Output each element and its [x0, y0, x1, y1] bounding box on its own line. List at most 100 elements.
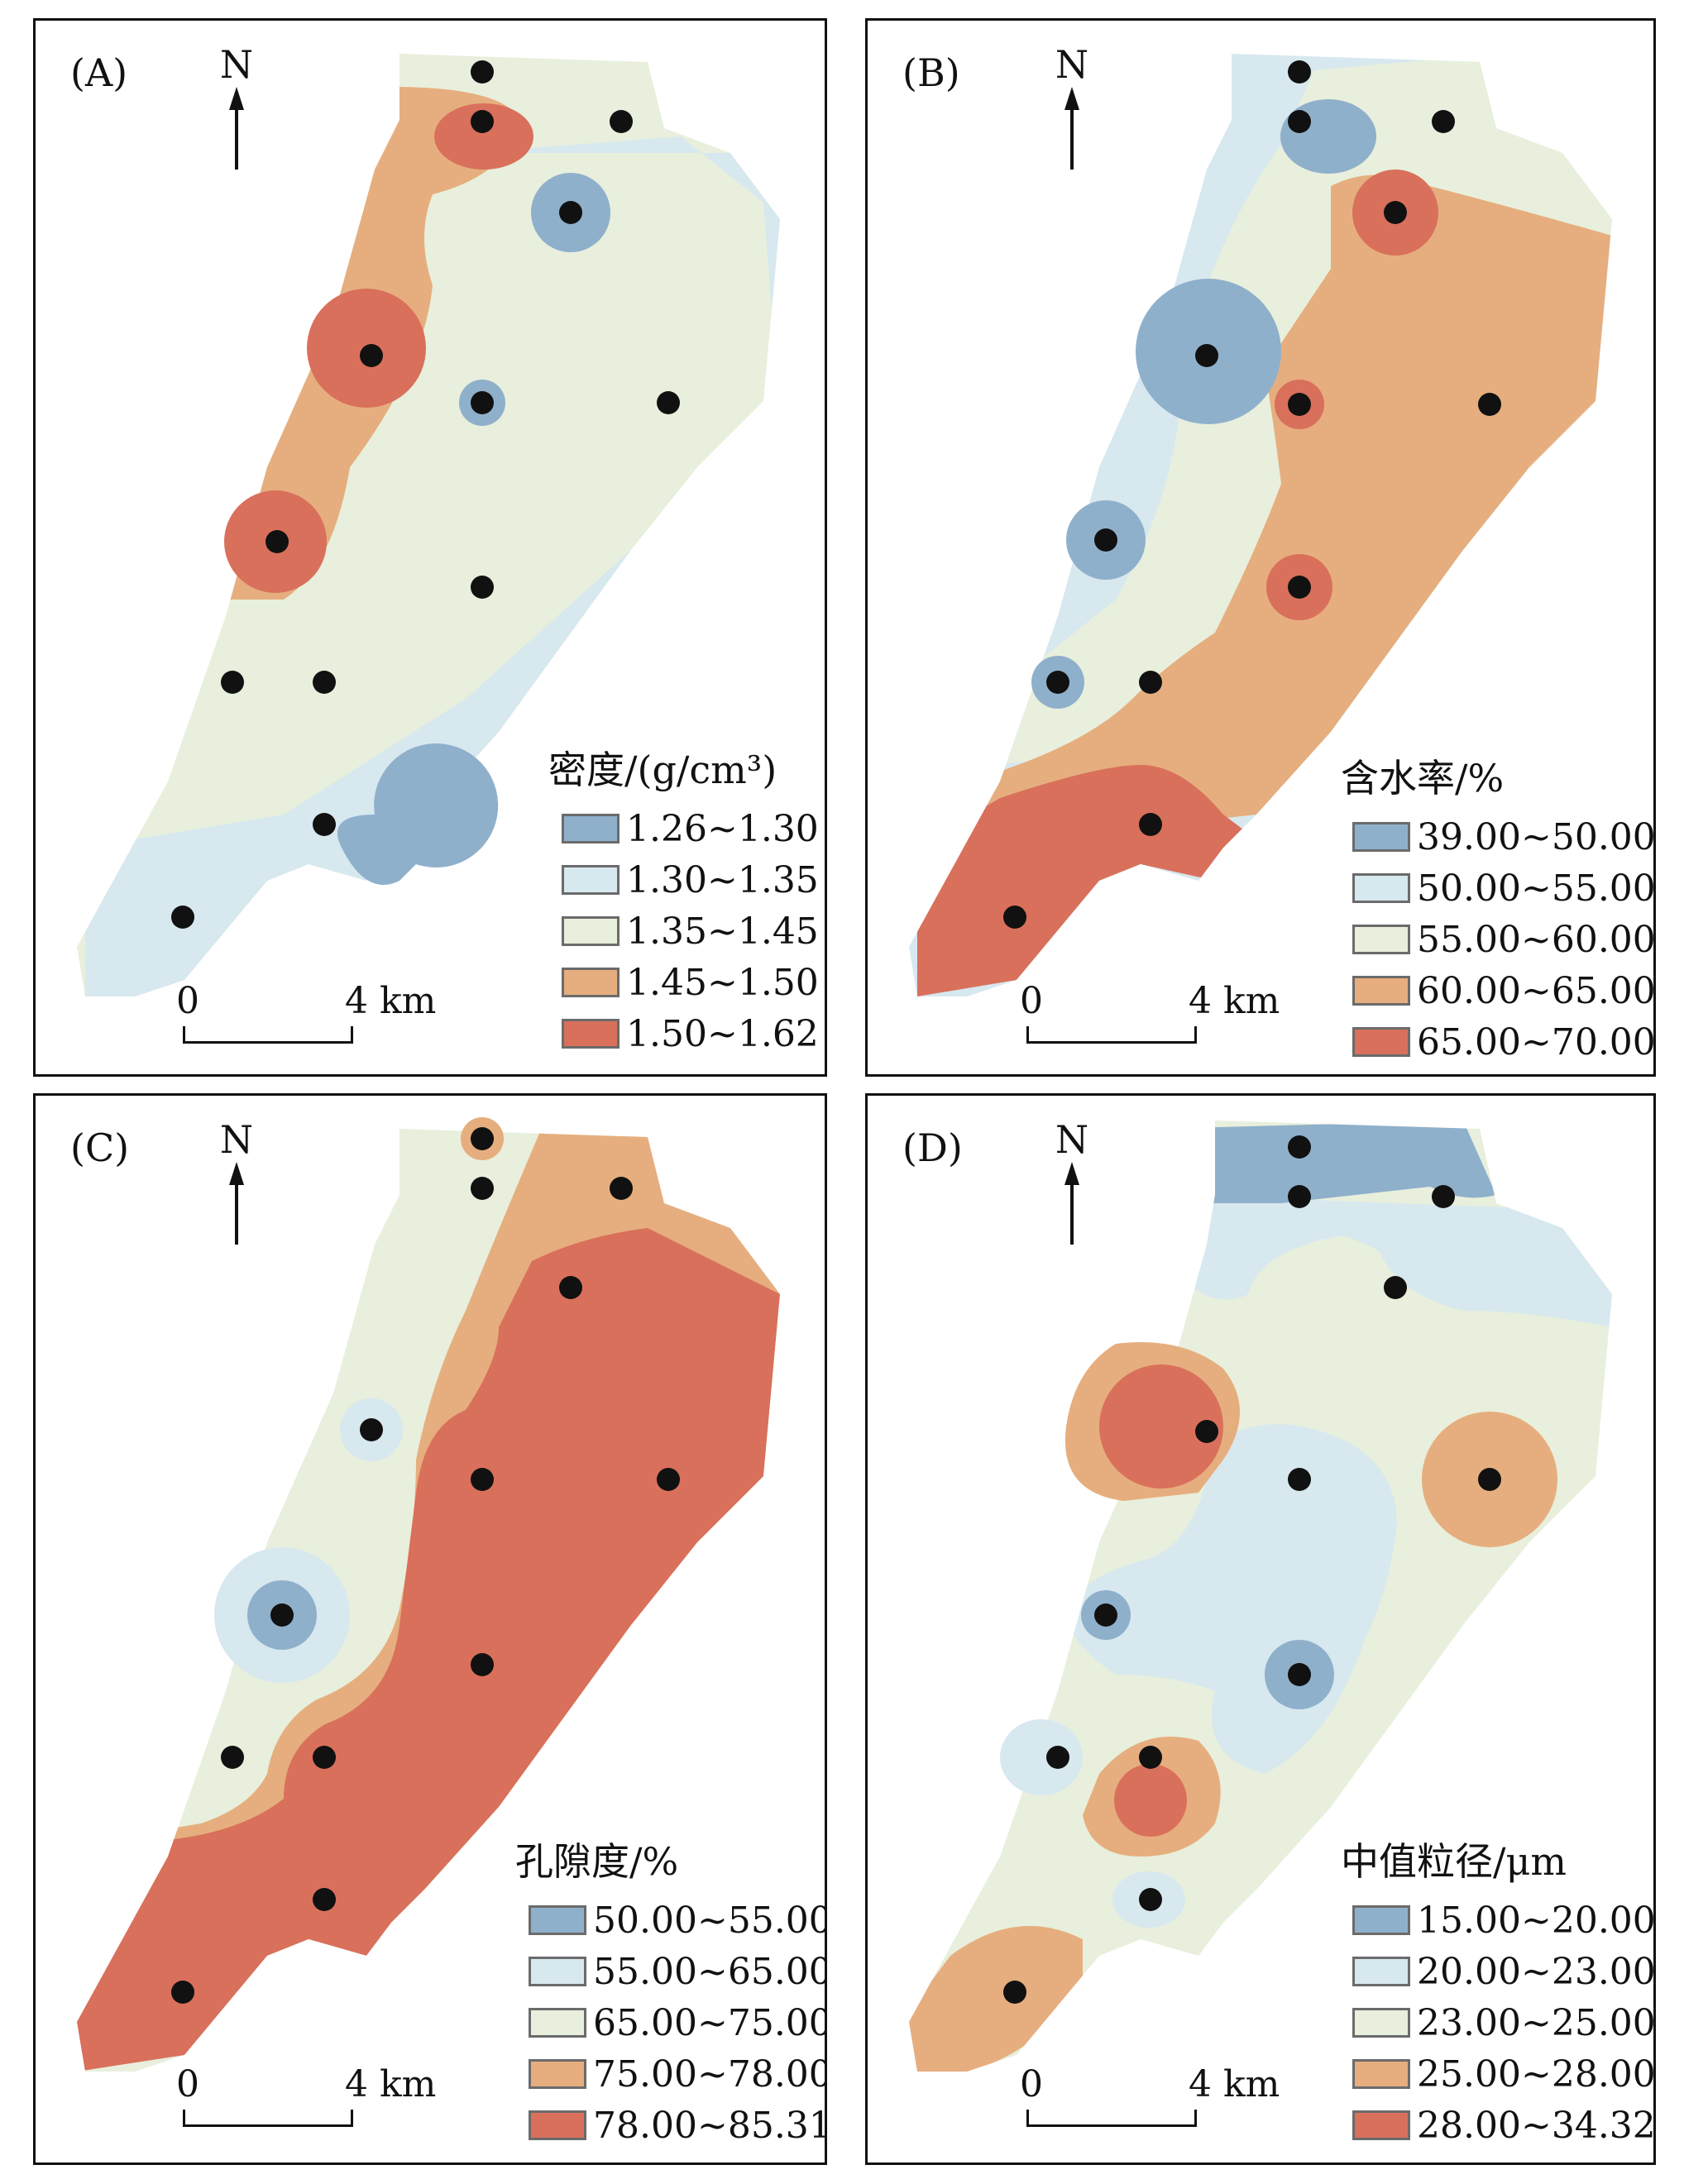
site	[1288, 110, 1311, 133]
zone-65-70-a	[917, 765, 1256, 996]
site	[1139, 1746, 1162, 1769]
north-arrow-icon: N	[216, 1121, 257, 1245]
legend-label: 1.45~1.50	[626, 961, 819, 1004]
zone-60-65	[950, 174, 1612, 848]
legend-item: 15.00~20.00	[1352, 1895, 1656, 1946]
north-label: N	[1055, 1117, 1089, 1162]
zone-39-50-a	[1280, 99, 1376, 174]
scale-bar: 0 4 km	[176, 2063, 436, 2138]
site	[1384, 1276, 1407, 1299]
panel-label: (D)	[902, 1125, 963, 1170]
legend-title: 孔隙度/%	[515, 1839, 679, 1884]
zone-25-28-a	[909, 1926, 1083, 2072]
legend-item: 1.45~1.50	[562, 957, 819, 1008]
zone-23-25-b	[1304, 1236, 1377, 1326]
zone-20-23-a	[1182, 1195, 1612, 1327]
scale-bar: 0 4 km	[1020, 980, 1280, 1054]
zone-1-50-1-62-a	[434, 103, 533, 170]
panel-d: (D) N 0 4 km 中值粒径/μm 15.00~20.00 20.00~2…	[865, 1093, 1656, 2165]
site	[1003, 1981, 1026, 2004]
site	[1288, 393, 1311, 416]
site	[471, 1468, 494, 1491]
legend-label: 39.00~50.00	[1417, 815, 1656, 858]
sample-sites	[1003, 1135, 1501, 2004]
zone-28-34-32-a	[1099, 1364, 1223, 1489]
zone-1-26-1-30-c	[337, 743, 499, 885]
site	[266, 530, 289, 553]
north-arrow-icon: N	[1051, 1121, 1093, 1245]
scale-start: 0	[176, 980, 199, 1022]
site	[313, 1746, 336, 1769]
scale-end: 4 km	[345, 980, 437, 1022]
legend-label: 75.00~78.00	[593, 2053, 827, 2096]
site	[313, 1888, 336, 1911]
sample-sites	[171, 1127, 680, 2004]
site	[1139, 813, 1162, 836]
site	[1478, 393, 1501, 416]
site	[1478, 1468, 1501, 1491]
site	[270, 1603, 294, 1627]
legend-label: 60.00~65.00	[1417, 969, 1656, 1012]
site	[610, 110, 633, 133]
site	[1288, 576, 1311, 599]
zone-78-85-31	[77, 1228, 780, 2072]
legend: 密度/(g/cm³) 1.26~1.30 1.30~1.35 1.35~1.45…	[548, 740, 819, 1059]
legend: 中值粒径/μm 15.00~20.00 20.00~23.00 23.00~25…	[1341, 1832, 1656, 2151]
scale-end: 4 km	[1189, 980, 1280, 1022]
panel-label: (C)	[70, 1125, 130, 1170]
site	[1288, 1135, 1311, 1159]
legend-item: 1.26~1.30	[562, 803, 819, 854]
legend-label: 65.00~75.00	[593, 2001, 827, 2044]
site	[1139, 671, 1162, 694]
legend-item: 65.00~75.00	[529, 1997, 827, 2048]
site	[471, 60, 494, 84]
legend-title: 密度/(g/cm³)	[548, 748, 777, 792]
legend-label: 20.00~23.00	[1417, 1950, 1656, 1993]
site	[559, 201, 582, 224]
map-b	[909, 54, 1612, 996]
legend-item: 28.00~34.32	[1352, 2100, 1656, 2151]
north-label: N	[219, 42, 254, 87]
legend-label: 55.00~65.00	[593, 1950, 827, 1993]
site	[1094, 528, 1117, 552]
site	[471, 110, 494, 133]
site	[1432, 110, 1455, 133]
legend-label: 25.00~28.00	[1417, 2053, 1656, 2096]
legend-title: 中值粒径/μm	[1341, 1839, 1567, 1884]
zone-28-34-32-b	[1114, 1764, 1187, 1837]
site	[1046, 1746, 1069, 1769]
legend-item: 25.00~28.00	[1352, 2048, 1656, 2100]
site	[171, 1981, 194, 2004]
north-arrow-icon: N	[216, 45, 257, 170]
map-a	[77, 54, 780, 996]
legend-title: 含水率/%	[1341, 756, 1505, 800]
site	[313, 813, 336, 836]
legend-item: 20.00~23.00	[1352, 1946, 1656, 1997]
legend-item: 65.00~70.00	[1352, 1016, 1653, 1068]
site	[471, 1653, 494, 1676]
legend-label: 78.00~85.31	[593, 2104, 827, 2147]
legend-label: 28.00~34.32	[1417, 2104, 1656, 2147]
site	[221, 671, 244, 694]
scale-start: 0	[1020, 980, 1043, 1022]
map-c	[77, 1117, 780, 2072]
legend-label: 1.30~1.35	[626, 858, 819, 901]
site	[360, 1418, 383, 1441]
legend-label: 55.00~60.00	[1417, 918, 1656, 961]
legend-label: 1.26~1.30	[626, 807, 819, 850]
site	[171, 906, 194, 929]
legend-item: 55.00~65.00	[529, 1946, 827, 1997]
scale-end: 4 km	[1189, 2063, 1280, 2105]
site	[1195, 1420, 1218, 1443]
zone-15-20-a	[1157, 1121, 1496, 1203]
scale-bar: 0 4 km	[176, 980, 436, 1054]
site	[610, 1177, 633, 1200]
site	[1195, 344, 1218, 367]
legend-label: 50.00~55.00	[1417, 867, 1656, 910]
site	[1384, 201, 1407, 224]
legend-label: 15.00~20.00	[1417, 1899, 1656, 1942]
site	[471, 1127, 494, 1150]
site	[1432, 1185, 1455, 1208]
legend-label: 1.50~1.62	[626, 1012, 819, 1055]
site	[471, 1177, 494, 1200]
